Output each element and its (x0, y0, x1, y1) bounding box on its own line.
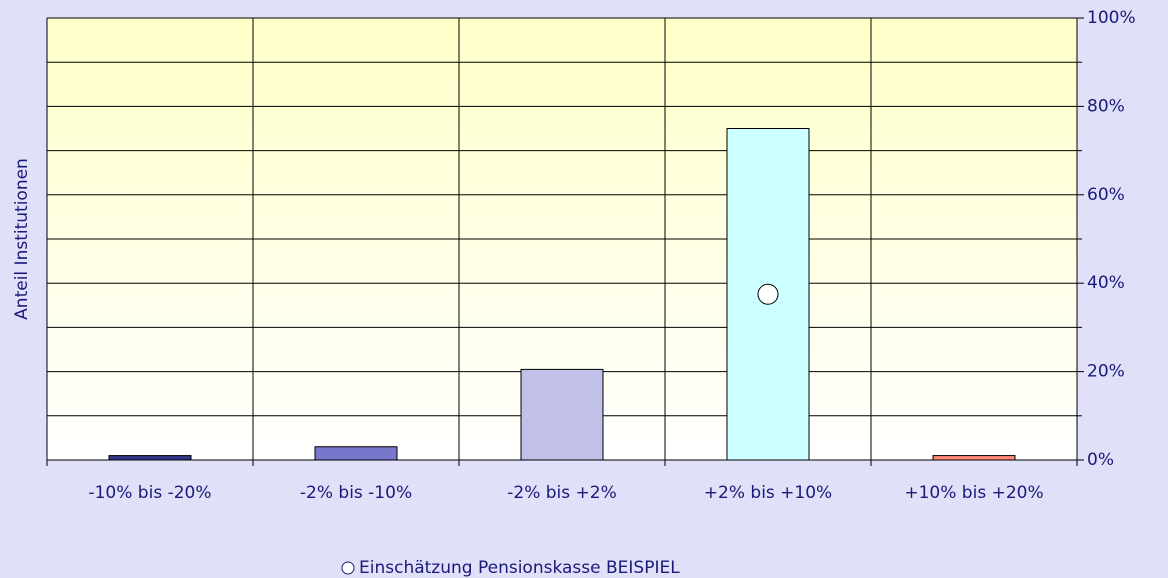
x-tick-label: -10% bis -20% (88, 483, 211, 503)
x-tick-label: -2% bis -10% (300, 483, 412, 503)
y-tick-label: 80% (1087, 96, 1125, 116)
y-tick-label: 60% (1087, 185, 1125, 205)
y-tick-label: 0% (1087, 450, 1114, 470)
y-tick-label: 20% (1087, 362, 1125, 382)
marker (757, 283, 779, 305)
bar (932, 455, 1016, 461)
legend-label: Einschätzung Pensionskasse BEISPIEL (359, 558, 680, 578)
y-axis-label: Anteil Institutionen (12, 158, 32, 320)
legend-marker (341, 561, 355, 575)
x-tick-label: +10% bis +20% (904, 483, 1043, 503)
bar (314, 446, 398, 461)
x-tick-label: -2% bis +2% (507, 483, 617, 503)
y-tick-label: 40% (1087, 273, 1125, 293)
y-tick-label: 100% (1087, 8, 1136, 28)
bar (520, 368, 604, 461)
bar (108, 455, 192, 461)
x-tick-label: +2% bis +10% (704, 483, 832, 503)
